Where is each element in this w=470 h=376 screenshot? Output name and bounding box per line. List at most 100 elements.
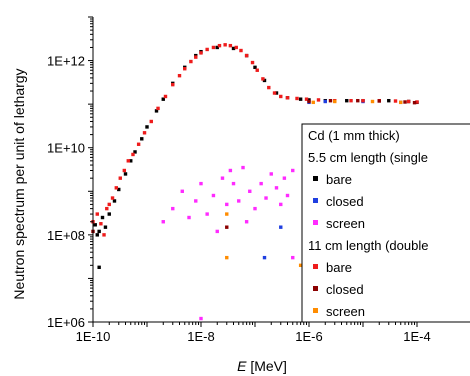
- data-point-group2-screen: [298, 263, 303, 268]
- data-point-group2-screen: [333, 99, 337, 104]
- data-point-group2-closed: [307, 99, 311, 104]
- data-point-group1-closed: [279, 225, 283, 229]
- data-point-group1-bare: [298, 97, 303, 101]
- data-point-group2-bare: [304, 97, 309, 101]
- data-point-group2-bare: [261, 77, 265, 81]
- data-point-group1-screen: [279, 202, 283, 207]
- data-point-group2-closed: [377, 99, 381, 103]
- legend-entries: bare closed screen bare closed screen: [313, 172, 365, 319]
- data-point-group2-bare: [406, 99, 411, 104]
- data-point-group1-bare: [129, 159, 133, 163]
- legend-entry-label: bare: [326, 172, 352, 187]
- tick-labels: 1E-10 1E-8 1E-6 1E-4 1E+06 1E+08 1E+10 1E+12: [47, 54, 431, 344]
- data-point-group2-bare: [361, 98, 365, 103]
- data-point-group2-bare: [114, 186, 118, 190]
- data-point-group1-screen: [291, 255, 295, 260]
- data-point-group2-bare: [183, 67, 187, 71]
- data-point-group1-screen: [285, 193, 290, 198]
- data-point-group2-bare: [199, 51, 203, 55]
- data-point-group1-bare: [93, 223, 97, 227]
- x-axis-title: E [MeV]: [237, 358, 287, 374]
- x-tick-label: 1E-4: [403, 329, 430, 344]
- data-point-group1-screen: [215, 229, 219, 234]
- data-point-group1-bare: [215, 45, 219, 50]
- data-point-group1-bare: [97, 265, 101, 270]
- data-point-group1-bare: [97, 229, 101, 234]
- y-tick-label: 1E+06: [47, 315, 85, 330]
- x-tick-label: 1E-8: [187, 329, 214, 344]
- legend-entry-label: closed: [326, 194, 364, 209]
- data-point-group1-screen: [274, 186, 279, 190]
- data-point-group1-screen: [237, 199, 241, 203]
- x-axis-title-unit: [MeV]: [246, 358, 286, 374]
- data-point-group1-screen: [231, 181, 236, 186]
- data-point-group2-bare: [217, 43, 222, 48]
- data-point-group2-bare: [110, 196, 115, 200]
- data-point-group1-screen: [264, 196, 268, 200]
- data-point-group1-closed: [323, 99, 327, 104]
- legend-marker: [313, 176, 318, 181]
- data-point-group2-bare: [107, 202, 111, 207]
- data-point-group1-screen: [269, 172, 273, 176]
- legend-box: [301, 123, 470, 323]
- data-point-group1-screen: [171, 206, 175, 211]
- data-point-group2-bare: [102, 233, 106, 237]
- data-point-group2-screen: [399, 100, 403, 105]
- data-point-group1-bare: [231, 46, 236, 51]
- data-point-group1-bare: [112, 199, 117, 203]
- data-point-group2-bare: [223, 43, 227, 47]
- data-point-group2-bare: [131, 152, 135, 157]
- data-point-group1-screen: [199, 181, 203, 186]
- data-point-group1-screen: [187, 215, 191, 220]
- data-point-group1-closed: [262, 255, 267, 260]
- data-point-group1-screen: [161, 220, 165, 224]
- legend-entry-label: screen: [326, 304, 365, 319]
- legend: Cd (1 mm thick) 5.5 cm length (single ba…: [301, 123, 470, 323]
- data-point-group2-bare: [105, 206, 109, 211]
- data-point-group2-bare: [267, 85, 271, 90]
- data-point-group2-bare: [189, 59, 193, 64]
- x-axis-title-symbol: E: [237, 358, 247, 374]
- legend-entry-label: closed: [326, 282, 364, 297]
- data-point-group2-screen: [311, 100, 315, 105]
- data-markers: [91, 43, 419, 321]
- data-point-group2-bare: [234, 45, 238, 50]
- data-point-group2-bare: [393, 99, 398, 103]
- y-tick-label: 1E+08: [47, 228, 85, 243]
- data-point-group2-bare: [194, 55, 198, 59]
- legend-group-2-label: 11 cm length (double: [308, 238, 428, 253]
- legend-marker: [313, 286, 318, 291]
- data-point-group2-bare: [163, 94, 168, 99]
- data-point-group1-bare: [133, 150, 137, 154]
- data-point-group2-bare: [415, 100, 419, 104]
- data-point-group2-bare: [279, 94, 283, 99]
- axis-ticks: [88, 16, 418, 327]
- data-point-group1-bare: [95, 233, 99, 237]
- data-point-group1-bare: [161, 97, 165, 101]
- data-point-group2-bare: [239, 48, 243, 53]
- legend-marker: [313, 198, 318, 203]
- legend-marker: [313, 220, 318, 225]
- data-point-group2-closed: [225, 225, 229, 229]
- data-point-group1-bare: [123, 172, 128, 176]
- data-point-group1-bare: [154, 109, 159, 113]
- data-point-group2-closed: [356, 98, 360, 103]
- data-point-group2-bare: [211, 45, 216, 50]
- legend-entry-label: bare: [326, 260, 352, 275]
- legend-marker: [313, 308, 318, 313]
- data-point-group1-bare: [140, 137, 144, 141]
- data-point-group1-screen: [211, 193, 216, 198]
- y-tick-label: 1E+12: [47, 54, 85, 69]
- data-point-group1-screen: [225, 202, 229, 207]
- data-point-group2-screen: [370, 99, 375, 104]
- data-point-group1-screen: [228, 168, 233, 173]
- data-point-group1-screen: [282, 176, 287, 180]
- data-point-group2-closed: [412, 100, 417, 105]
- data-point-group2-bare: [122, 168, 127, 173]
- data-point-group1-screen: [259, 181, 263, 186]
- data-point-group2-bare: [177, 73, 182, 78]
- data-point-group1-bare: [100, 215, 105, 220]
- data-point-group1-screen: [244, 220, 249, 224]
